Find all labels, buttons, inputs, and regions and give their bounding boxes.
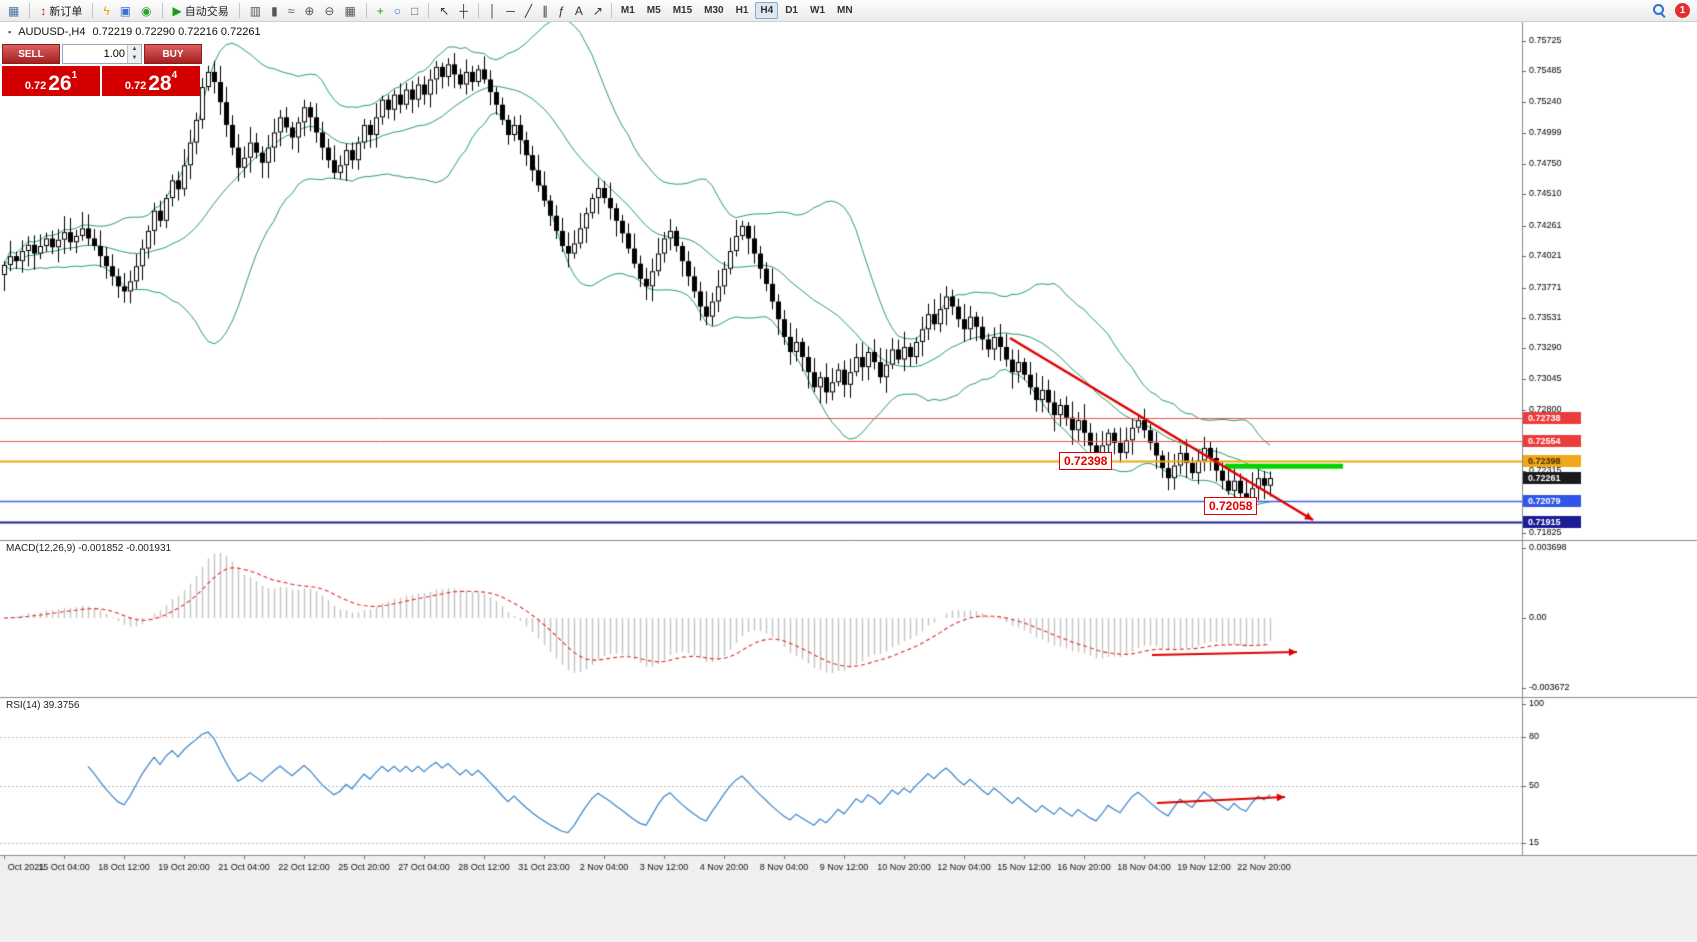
arrows-icon[interactable]: ↗ — [589, 1, 607, 21]
market-icon[interactable]: ▣ — [116, 1, 135, 21]
vertical-line-icon: │ — [488, 3, 497, 18]
indicators-add-icon[interactable]: + — [373, 1, 388, 21]
new-order-icon: ↕ — [40, 3, 47, 18]
autotrading-icon: ▶ — [172, 3, 182, 18]
sell-price-sup: 1 — [71, 70, 78, 81]
timeframe-h1[interactable]: H1 — [735, 5, 749, 16]
line-chart-icon[interactable]: ≈ — [284, 1, 299, 21]
buy-price-sup: 4 — [171, 70, 178, 81]
fibonacci-icon: ƒ — [558, 3, 565, 18]
ohlc-header: ▪ AUDUSD-,H4 0.72219 0.72290 0.72216 0.7… — [8, 26, 261, 38]
toolbar-separator — [365, 3, 367, 18]
volume-up-button[interactable]: ▲ — [128, 45, 141, 54]
toolbar-separator — [92, 3, 94, 18]
timeframe-mn[interactable]: MN — [837, 5, 853, 16]
candles-chart-icon: ▮ — [271, 3, 278, 18]
toolbar-separator — [428, 3, 430, 18]
chart-icon: ▪ — [8, 27, 12, 37]
notification-badge[interactable]: 1 — [1675, 3, 1690, 18]
sell-price[interactable]: 0.72 26 1 — [2, 66, 100, 96]
sell-price-big: 26 — [48, 72, 72, 96]
autotrading-button[interactable]: ▶ 自动交易 — [169, 1, 233, 21]
timeframe-d1[interactable]: D1 — [785, 5, 798, 16]
volume-input[interactable] — [63, 45, 127, 63]
sell-button[interactable]: SELL — [2, 44, 60, 64]
volume-spinner: ▲ ▼ — [127, 45, 141, 63]
templates-icon[interactable]: □ — [407, 1, 422, 21]
toolbar-separator — [477, 3, 479, 18]
toolbar-separator — [238, 3, 240, 18]
channel-icon: ∥ — [542, 3, 549, 18]
search-icon[interactable] — [1653, 4, 1666, 17]
horizontal-line-icon[interactable]: ─ — [502, 1, 519, 21]
new-window-icon: ▦ — [8, 3, 20, 18]
price-callout[interactable]: 0.72058 — [1204, 497, 1258, 515]
buy-price-prefix: 0.72 — [124, 80, 147, 92]
one-click-trading-panel: SELL ▲ ▼ BUY 0.72 26 1 0.72 28 4 — [2, 44, 202, 96]
crosshair-icon: ┼ — [459, 3, 468, 18]
community-icon[interactable]: ◉ — [137, 1, 155, 21]
horizontal-line-icon: ─ — [506, 3, 515, 18]
periods-clock-icon: ○ — [393, 3, 402, 18]
rsi-label: RSI(14) 39.3756 — [6, 700, 80, 711]
market-icon: ▣ — [119, 3, 132, 18]
buy-button[interactable]: BUY — [144, 44, 202, 64]
bars-chart-icon[interactable]: ▥ — [246, 1, 265, 21]
text-icon[interactable]: A — [571, 1, 587, 21]
candles-chart-icon[interactable]: ▮ — [267, 1, 282, 21]
toolbar-separator — [161, 3, 163, 18]
bars-chart-icon: ▥ — [249, 3, 262, 18]
ohlc-values: 0.72219 0.72290 0.72216 0.72261 — [92, 26, 261, 38]
new-order-button[interactable]: ↕ 新订单 — [36, 1, 86, 21]
timeframe-m1[interactable]: M1 — [620, 5, 635, 16]
fibonacci-icon[interactable]: ƒ — [554, 1, 569, 21]
zoom-in-icon[interactable]: ⊕ — [300, 1, 318, 21]
sell-price-prefix: 0.72 — [24, 80, 47, 92]
metaeditor-icon: ϟ — [103, 3, 110, 18]
buy-price[interactable]: 0.72 28 4 — [102, 66, 200, 96]
channel-icon[interactable]: ∥ — [538, 1, 552, 21]
volume-down-button[interactable]: ▼ — [128, 54, 141, 63]
text-icon: A — [574, 3, 583, 18]
toolbar-right: 1 — [1653, 3, 1693, 18]
zoom-out-icon: ⊖ — [324, 3, 335, 18]
cursor-icon[interactable]: ↖ — [435, 1, 453, 21]
timeframe-w1[interactable]: W1 — [810, 5, 825, 16]
timeframe-h4[interactable]: H4 — [755, 2, 779, 19]
arrows-icon: ↗ — [592, 3, 603, 18]
tile-windows-icon: ▦ — [344, 3, 356, 18]
volume-field: ▲ ▼ — [62, 44, 142, 64]
periods-clock-icon[interactable]: ○ — [390, 1, 405, 21]
vertical-line-icon[interactable]: │ — [485, 1, 501, 21]
timeframe-group: M1 M5 M15 M30 H1 H4 D1 W1 MN — [616, 2, 858, 19]
new-order-button-label: 新订单 — [49, 5, 83, 18]
autotrading-button-label: 自动交易 — [184, 5, 229, 18]
crosshair-icon[interactable]: ┼ — [455, 1, 472, 21]
tile-windows-icon[interactable]: ▦ — [340, 1, 359, 21]
community-icon: ◉ — [141, 3, 152, 18]
templates-icon: □ — [411, 3, 419, 18]
trendline-icon: ╱ — [524, 3, 533, 18]
timeframe-m30[interactable]: M30 — [704, 5, 724, 16]
chart-window: ▪ AUDUSD-,H4 0.72219 0.72290 0.72216 0.7… — [0, 22, 1697, 942]
timeframe-m5[interactable]: M5 — [646, 5, 661, 16]
macd-label: MACD(12,26,9) -0.001852 -0.001931 — [6, 543, 172, 554]
zoom-in-icon: ⊕ — [304, 3, 315, 18]
line-chart-icon: ≈ — [287, 3, 295, 18]
zoom-out-icon[interactable]: ⊖ — [320, 1, 338, 21]
symbol-label: AUDUSD-,H4 — [18, 26, 86, 38]
new-window-icon[interactable]: ▦ — [4, 1, 23, 21]
chart-canvas[interactable] — [0, 22, 1697, 942]
cursor-icon: ↖ — [439, 3, 450, 18]
toolbar-separator — [610, 3, 612, 18]
metaeditor-icon[interactable]: ϟ — [99, 1, 113, 21]
trendline-icon[interactable]: ╱ — [521, 1, 536, 21]
indicators-add-icon: + — [376, 3, 384, 18]
price-callout[interactable]: 0.72398 — [1059, 452, 1113, 470]
buy-price-big: 28 — [148, 72, 172, 96]
toolbar-separator — [29, 3, 31, 18]
timeframe-m15[interactable]: M15 — [672, 5, 693, 16]
toolbar: ▦ ↕ 新订单 ϟ ▣ ◉ ▶ 自动交易 ▥ ▮ ≈ ⊕ ⊖ ▦ + ○ □ ↖ ┼ │ ─ ╱ ∥ ƒ A ↗ M1 M5 M15 M… — [0, 0, 1697, 22]
